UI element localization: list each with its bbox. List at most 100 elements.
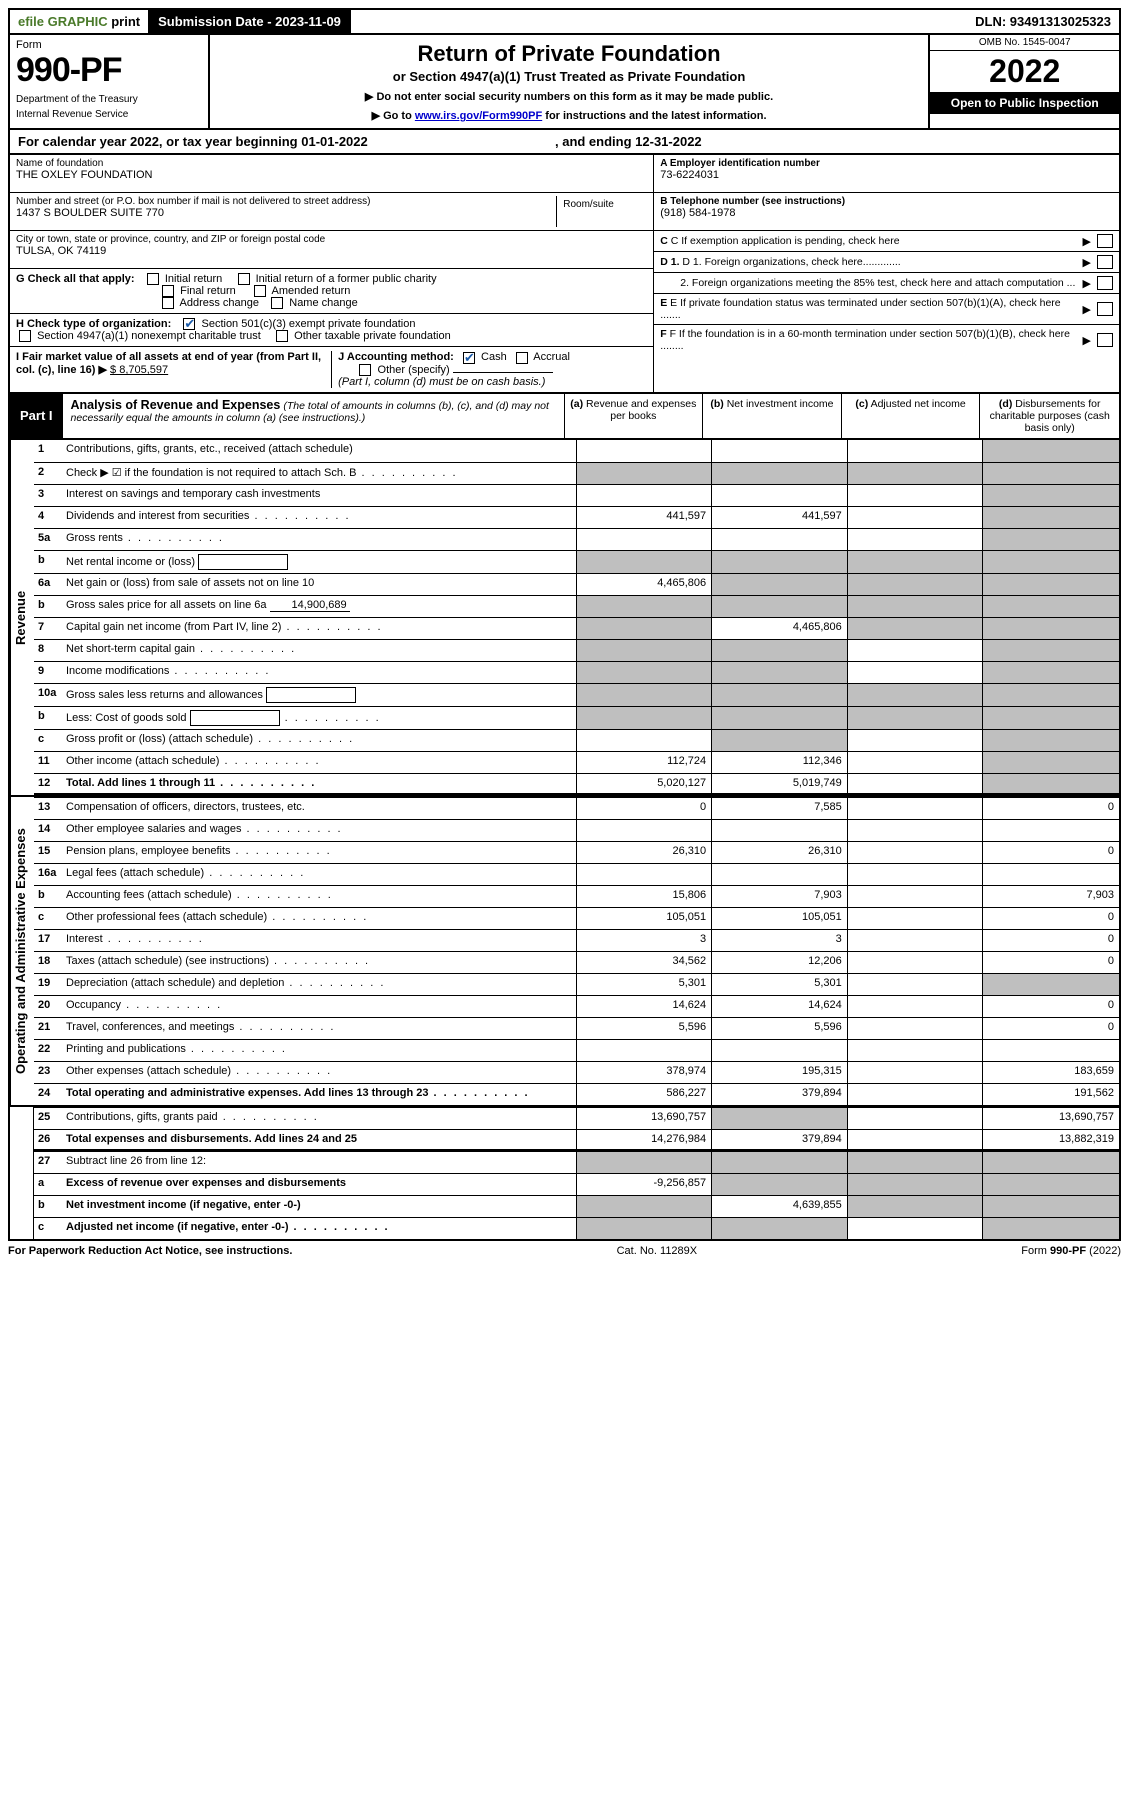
- line-description: Taxes (attach schedule) (see instruction…: [66, 951, 577, 973]
- irs-link[interactable]: www.irs.gov/Form990PF: [415, 110, 542, 122]
- table-row: bNet rental income or (loss): [34, 550, 1119, 573]
- checkbox-other-taxable[interactable]: [276, 330, 288, 342]
- table-cell: [577, 484, 713, 506]
- line-description: Net rental income or (loss): [66, 550, 577, 573]
- table-cell: [712, 550, 848, 573]
- line-description: Gross sales less returns and allowances: [66, 683, 577, 706]
- header-mid: Return of Private Foundation or Section …: [210, 35, 931, 128]
- efile-print[interactable]: print: [111, 14, 140, 29]
- dept-treasury: Department of the Treasury: [16, 94, 202, 105]
- table-cell: 14,624: [712, 995, 848, 1017]
- table-cell: [848, 1195, 984, 1217]
- table-row: cOther professional fees (attach schedul…: [34, 907, 1119, 929]
- g-row: G Check all that apply: Initial return I…: [10, 269, 653, 314]
- table-cell: [983, 863, 1119, 885]
- table-cell: [712, 528, 848, 550]
- checkbox-501c3[interactable]: [183, 318, 195, 330]
- line-number: 18: [34, 951, 66, 973]
- addr-row: Number and street (or P.O. box number if…: [10, 193, 653, 231]
- table-cell: [983, 550, 1119, 573]
- table-cell: 15,806: [577, 885, 713, 907]
- table-cell: [577, 683, 713, 706]
- table-cell: [848, 462, 984, 484]
- table-row: 11Other income (attach schedule)112,7241…: [34, 751, 1119, 773]
- checkbox-e[interactable]: [1097, 302, 1113, 316]
- table-cell: [983, 1151, 1119, 1173]
- table-cell: [848, 819, 984, 841]
- table-cell: [848, 1173, 984, 1195]
- line-number: 13: [34, 797, 66, 819]
- table-cell: 7,903: [712, 885, 848, 907]
- checkbox-address-change[interactable]: [162, 297, 174, 309]
- line27-rows: 25Contributions, gifts, grants paid13,69…: [34, 1107, 1119, 1239]
- table-row: cGross profit or (loss) (attach schedule…: [34, 729, 1119, 751]
- checkbox-4947[interactable]: [19, 330, 31, 342]
- table-row: 8Net short-term capital gain: [34, 639, 1119, 661]
- ij-row: I Fair market value of all assets at end…: [10, 347, 653, 391]
- c-line: C C If exemption application is pending,…: [654, 231, 1119, 252]
- line-description: Printing and publications: [66, 1039, 577, 1061]
- checkbox-final-return[interactable]: [162, 285, 174, 297]
- checkbox-f[interactable]: [1097, 333, 1113, 347]
- table-cell: [712, 639, 848, 661]
- line-number: 11: [34, 751, 66, 773]
- table-cell: 14,624: [577, 995, 713, 1017]
- table-cell: [712, 573, 848, 595]
- checkbox-name-change[interactable]: [271, 297, 283, 309]
- table-cell: [848, 1151, 984, 1173]
- table-row: 25Contributions, gifts, grants paid13,69…: [34, 1107, 1119, 1129]
- line-description: Interest: [66, 929, 577, 951]
- line-number: 10a: [34, 683, 66, 706]
- form-subtitle2a: ▶ Do not enter social security numbers o…: [218, 90, 921, 103]
- checkbox-initial-former[interactable]: [238, 273, 250, 285]
- submission-date: Submission Date - 2023-11-09: [150, 10, 351, 33]
- line-number: 16a: [34, 863, 66, 885]
- table-cell: 14,276,984: [577, 1129, 713, 1149]
- part1-label: Part I: [10, 394, 63, 438]
- table-cell: 195,315: [712, 1061, 848, 1083]
- table-row: 16aLegal fees (attach schedule): [34, 863, 1119, 885]
- checkbox-amended[interactable]: [254, 285, 266, 297]
- line-number: 6a: [34, 573, 66, 595]
- table-cell: [848, 617, 984, 639]
- checkbox-other-method[interactable]: [359, 364, 371, 376]
- dln: DLN: 93491313025323: [967, 10, 1119, 33]
- table-cell: 112,724: [577, 751, 713, 773]
- efile-graphic: GRAPHIC: [48, 14, 108, 29]
- table-cell: [712, 484, 848, 506]
- line-number: 8: [34, 639, 66, 661]
- table-cell: [983, 1217, 1119, 1239]
- table-row: 22Printing and publications: [34, 1039, 1119, 1061]
- line-description: Dividends and interest from securities: [66, 506, 577, 528]
- line-description: Gross profit or (loss) (attach schedule): [66, 729, 577, 751]
- table-cell: 13,882,319: [983, 1129, 1119, 1149]
- table-cell: 379,894: [712, 1129, 848, 1149]
- line-description: Capital gain net income (from Part IV, l…: [66, 617, 577, 639]
- line-description: Gross rents: [66, 528, 577, 550]
- checkbox-d1[interactable]: [1097, 255, 1113, 269]
- table-cell: [848, 1129, 984, 1149]
- checkbox-d2[interactable]: [1097, 276, 1113, 290]
- table-row: 1Contributions, gifts, grants, etc., rec…: [34, 440, 1119, 462]
- table-cell: [848, 973, 984, 995]
- table-cell: [848, 841, 984, 863]
- line-number: 27: [34, 1151, 66, 1173]
- line-description: Depreciation (attach schedule) and deple…: [66, 973, 577, 995]
- checkbox-accrual[interactable]: [516, 352, 528, 364]
- table-cell: [712, 661, 848, 683]
- table-cell: 183,659: [983, 1061, 1119, 1083]
- expenses-section: Operating and Administrative Expenses 13…: [8, 797, 1121, 1107]
- checkbox-initial-return[interactable]: [147, 273, 159, 285]
- form-header: Form 990-PF Department of the Treasury I…: [8, 35, 1121, 130]
- line-description: Less: Cost of goods sold: [66, 706, 577, 729]
- line-description: Contributions, gifts, grants, etc., rece…: [66, 440, 577, 462]
- table-row: 12Total. Add lines 1 through 115,020,127…: [34, 773, 1119, 795]
- checkbox-c[interactable]: [1097, 234, 1113, 248]
- col-c-hdr: (c) Adjusted net income: [842, 394, 981, 438]
- checkbox-cash[interactable]: [463, 352, 475, 364]
- col-d-hdr: (d) Disbursements for charitable purpose…: [980, 394, 1119, 438]
- table-cell: [983, 440, 1119, 462]
- fmv-value: $ 8,705,597: [110, 364, 168, 376]
- line-description: Gross sales price for all assets on line…: [66, 595, 577, 617]
- table-cell: [712, 1039, 848, 1061]
